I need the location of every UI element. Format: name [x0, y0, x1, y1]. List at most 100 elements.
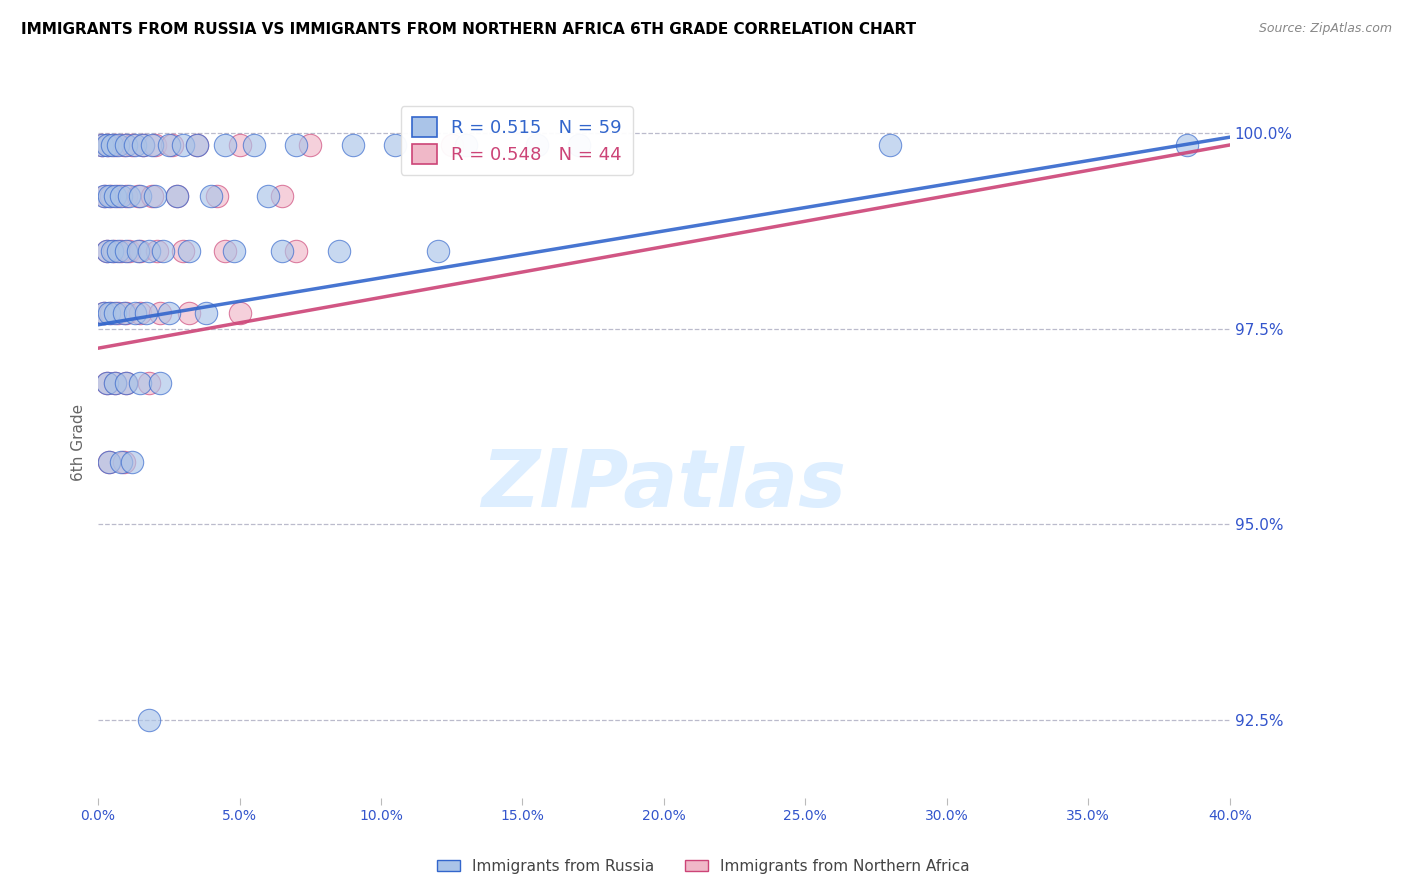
Point: [186, 138, 208, 153]
Point: [96, 244, 118, 258]
Point: [166, 188, 188, 202]
Point: [129, 376, 152, 391]
Point: [93, 306, 115, 320]
Point: [115, 244, 138, 258]
Point: [177, 244, 200, 258]
Point: [94, 188, 117, 202]
Point: [110, 244, 132, 258]
Point: [127, 244, 149, 258]
Point: [1175, 138, 1198, 153]
Point: [135, 306, 157, 320]
Point: [97, 138, 120, 153]
Point: [98, 188, 121, 202]
Point: [177, 306, 200, 320]
Point: [879, 138, 901, 153]
Point: [93, 188, 115, 202]
Point: [214, 138, 236, 153]
Point: [100, 188, 122, 202]
Point: [342, 138, 364, 153]
Point: [568, 138, 591, 153]
Point: [91, 138, 114, 153]
Point: [104, 306, 127, 320]
Point: [143, 138, 166, 153]
Point: [426, 244, 449, 258]
Point: [107, 138, 129, 153]
Point: [121, 454, 143, 468]
Point: [96, 244, 118, 258]
Text: ZIPatlas: ZIPatlas: [481, 446, 846, 524]
Point: [194, 306, 217, 320]
Point: [205, 188, 228, 202]
Point: [98, 306, 121, 320]
Point: [98, 454, 121, 468]
Legend: R = 0.515   N = 59, R = 0.548   N = 44: R = 0.515 N = 59, R = 0.548 N = 44: [401, 106, 633, 175]
Point: [100, 306, 122, 320]
Point: [143, 188, 166, 202]
Point: [115, 306, 138, 320]
Point: [124, 306, 146, 320]
Legend: Immigrants from Russia, Immigrants from Northern Africa: Immigrants from Russia, Immigrants from …: [430, 853, 976, 880]
Point: [214, 244, 236, 258]
Point: [112, 454, 135, 468]
Point: [157, 138, 180, 153]
Point: [118, 244, 141, 258]
Point: [149, 306, 172, 320]
Point: [103, 244, 125, 258]
Point: [228, 306, 250, 320]
Point: [166, 188, 188, 202]
Point: [121, 138, 143, 153]
Point: [152, 244, 174, 258]
Point: [110, 454, 132, 468]
Point: [222, 244, 245, 258]
Point: [141, 188, 163, 202]
Point: [384, 138, 406, 153]
Point: [101, 138, 124, 153]
Point: [285, 244, 308, 258]
Point: [299, 138, 322, 153]
Point: [271, 244, 294, 258]
Point: [107, 306, 129, 320]
Point: [112, 138, 135, 153]
Point: [200, 188, 222, 202]
Point: [110, 188, 132, 202]
Point: [138, 376, 160, 391]
Point: [98, 454, 121, 468]
Point: [93, 306, 115, 320]
Point: [104, 188, 127, 202]
Point: [271, 188, 294, 202]
Point: [96, 376, 118, 391]
Point: [115, 138, 138, 153]
Point: [115, 376, 138, 391]
Point: [124, 138, 146, 153]
Point: [526, 138, 548, 153]
Point: [104, 138, 127, 153]
Point: [146, 244, 169, 258]
Point: [242, 138, 264, 153]
Point: [112, 306, 135, 320]
Point: [107, 188, 129, 202]
Point: [104, 376, 127, 391]
Point: [132, 138, 155, 153]
Point: [129, 188, 152, 202]
Point: [107, 244, 129, 258]
Point: [115, 188, 138, 202]
Point: [127, 188, 149, 202]
Point: [228, 138, 250, 153]
Point: [186, 138, 208, 153]
Point: [172, 244, 194, 258]
Point: [132, 138, 155, 153]
Point: [118, 188, 141, 202]
Point: [328, 244, 350, 258]
Point: [96, 138, 118, 153]
Point: [91, 138, 114, 153]
Point: [129, 306, 152, 320]
Point: [149, 376, 172, 391]
Point: [141, 138, 163, 153]
Point: [440, 138, 463, 153]
Point: [115, 376, 138, 391]
Point: [172, 138, 194, 153]
Point: [138, 713, 160, 727]
Text: Source: ZipAtlas.com: Source: ZipAtlas.com: [1258, 22, 1392, 36]
Y-axis label: 6th Grade: 6th Grade: [72, 403, 86, 481]
Point: [101, 244, 124, 258]
